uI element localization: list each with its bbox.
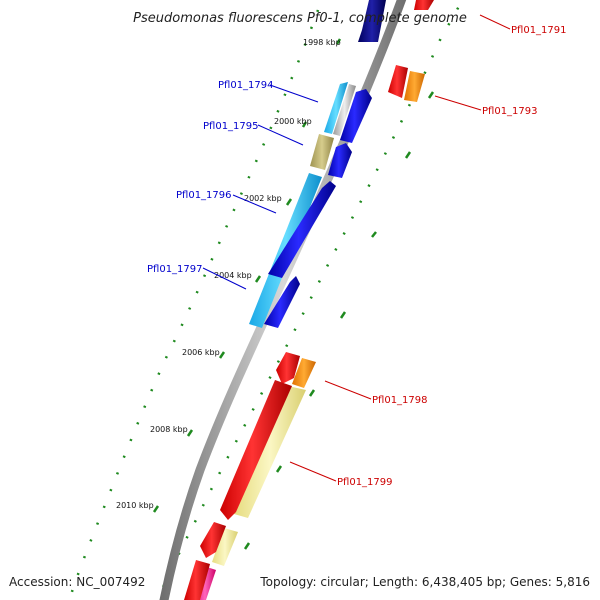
gene-label-pfl01-1791[interactable]: Pfl01_1791 [511,25,567,36]
gene-pfl01-1795[interactable] [310,134,334,170]
leader-lines [202,14,511,482]
gene-blue-4[interactable] [264,276,300,328]
gene-pfl01-1794[interactable] [324,82,348,134]
gene-label-pfl01-1793[interactable]: Pfl01_1793 [482,106,538,117]
gene-yellow-small[interactable] [212,528,238,566]
gene-red-1[interactable] [276,352,300,384]
gene-blue-2[interactable] [328,143,352,178]
gene-label-pfl01-1799[interactable]: Pfl01_1799 [337,477,393,488]
kbp-labels: 1998 kbp 2000 kbp 2002 kbp 2004 kbp 2006… [116,38,341,510]
kbp-label: 2000 kbp [274,117,312,126]
gene-label-pfl01-1798[interactable]: Pfl01_1798 [372,395,428,406]
gene-pfl01-1794-grey[interactable] [333,84,356,136]
major-ticks [152,38,435,550]
gene-red-3[interactable] [200,522,226,558]
gene-labels: Pfl01_1791 Pfl01_1793 Pfl01_1794 Pfl01_1… [147,25,567,488]
forward-strand-genes [184,0,434,600]
gene-pfl01-1799-red[interactable] [220,380,292,520]
map-title: Pseudomonas fluorescens Pf0-1, complete … [133,11,467,26]
accession-text: Accession: NC_007492 [9,575,145,589]
gene-pfl01-1793-orange[interactable] [404,71,425,102]
kbp-label: 2008 kbp [150,425,188,434]
gene-label-pfl01-1794[interactable]: Pfl01_1794 [218,80,274,91]
gene-label-pfl01-1795[interactable]: Pfl01_1795 [203,121,259,132]
gene-pfl01-1799[interactable] [234,386,306,518]
gene-blue-1[interactable] [340,89,372,143]
gene-pfl01-1793-red[interactable] [388,65,408,98]
gene-navy-top[interactable] [358,0,386,42]
kbp-label: 2010 kbp [116,501,154,510]
kbp-label: 2006 kbp [182,348,220,357]
kbp-label: 2002 kbp [244,194,282,203]
kbp-label: 2004 kbp [214,271,252,280]
gene-red-4[interactable] [184,560,210,600]
gene-label-pfl01-1796[interactable]: Pfl01_1796 [176,190,232,201]
gene-pfl01-1798[interactable] [292,358,316,388]
kbp-label: 1998 kbp [303,38,341,47]
gene-label-pfl01-1797[interactable]: Pfl01_1797 [147,264,203,275]
gene-pfl01-1791[interactable] [414,0,434,10]
reverse-strand-genes [194,82,356,600]
genome-summary-text: Topology: circular; Length: 6,438,405 bp… [259,575,590,589]
gene-blue-3[interactable] [268,181,336,278]
